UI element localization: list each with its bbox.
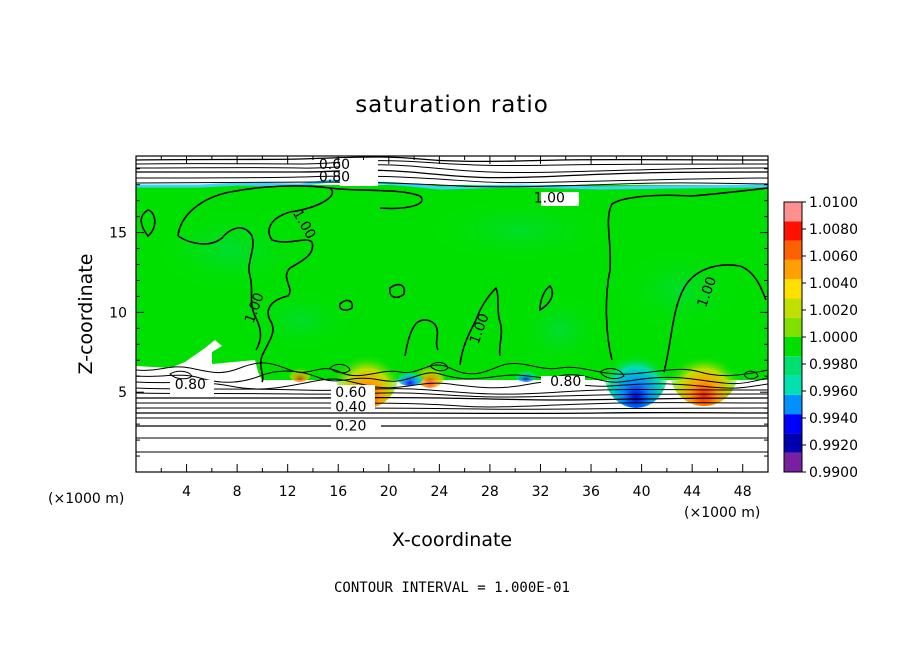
moist-top-boundary [136, 179, 768, 190]
contour-label: 0.60 [335, 385, 366, 401]
x-axis-label: X-coordinate [392, 529, 512, 551]
colorbar-swatch [784, 394, 802, 415]
y-tick-label: 15 [109, 226, 127, 242]
y-tick-label: 5 [118, 385, 127, 401]
colorbar-label: 1.0020 [809, 303, 858, 319]
colorbar-label: 0.9900 [809, 465, 858, 481]
contour-label: 0.20 [335, 419, 366, 435]
x-axis: 4 8 12 16 20 24 28 32 36 40 44 48 [160, 156, 752, 500]
colorbar-swatch [784, 375, 802, 395]
colorbar-swatch [784, 433, 802, 453]
colorbar-swatch [784, 202, 802, 222]
x-tick-label: 4 [182, 484, 191, 500]
y-axis: 5 10 15 [109, 168, 768, 457]
colorbar-swatch [784, 414, 802, 434]
y-axis-label: Z-coordinate [75, 254, 97, 375]
colorbar-label: 0.9920 [809, 438, 858, 454]
colorbar-swatch [784, 337, 802, 357]
colorbar-swatch [784, 317, 802, 337]
dry-region [136, 340, 262, 380]
x-axis-unit-left: (×1000 m) [48, 491, 124, 507]
y-tick-label: 10 [109, 305, 127, 321]
contour-label-halos [170, 158, 585, 433]
plot-area [136, 156, 768, 453]
colorbar-label: 0.9980 [809, 357, 858, 373]
contour-label: 0.80 [319, 170, 350, 186]
colorbar-label: 1.0060 [809, 249, 858, 265]
colorbar-swatch [784, 279, 802, 299]
colorbar-swatch [784, 221, 802, 241]
colorbar-label: 0.9940 [809, 411, 858, 427]
x-tick-label: 24 [430, 484, 448, 500]
colorbar-swatch [784, 259, 802, 280]
contour-label: 0.40 [335, 400, 366, 416]
x-tick-label: 40 [633, 484, 651, 500]
x-tick-label: 12 [279, 484, 297, 500]
colorbar-label: 1.0080 [809, 222, 858, 238]
plot-frame [135, 155, 769, 473]
colorbar-swatch [784, 298, 802, 318]
x-tick-label: 16 [329, 484, 347, 500]
contour-interval-footer: CONTOUR INTERVAL = 1.000E-01 [334, 580, 570, 596]
x-tick-label: 20 [380, 484, 398, 500]
colorbar-swatch [784, 240, 802, 260]
chart-title: saturation ratio [355, 92, 549, 118]
x-tick-label: 8 [233, 484, 242, 500]
x-axis-unit-right: (×1000 m) [684, 505, 760, 521]
x-tick-label: 44 [683, 484, 701, 500]
colorbar-label: 1.0100 [809, 195, 858, 211]
contour-label: 1.00 [534, 190, 565, 206]
colorbar-label: 1.0040 [809, 276, 858, 292]
x-tick-label: 36 [582, 484, 600, 500]
colorbar: 0.9900 0.9920 0.9940 0.9960 0.9980 1.0000 1.00… [783, 195, 858, 481]
contour-label: 0.80 [175, 377, 206, 393]
colorbar-label: 0.9960 [809, 384, 858, 400]
colorbar-swatch [784, 356, 802, 376]
contour-label: 0.80 [550, 374, 581, 390]
x-tick-label: 32 [532, 484, 550, 500]
contour-lines [136, 156, 768, 453]
x-tick-label: 48 [734, 484, 752, 500]
colorbar-label: 1.0000 [809, 330, 858, 346]
colorbar-swatch [784, 452, 802, 472]
contour-label: 0.60 [319, 157, 350, 173]
x-tick-label: 28 [481, 484, 499, 500]
field-texture [160, 200, 740, 365]
